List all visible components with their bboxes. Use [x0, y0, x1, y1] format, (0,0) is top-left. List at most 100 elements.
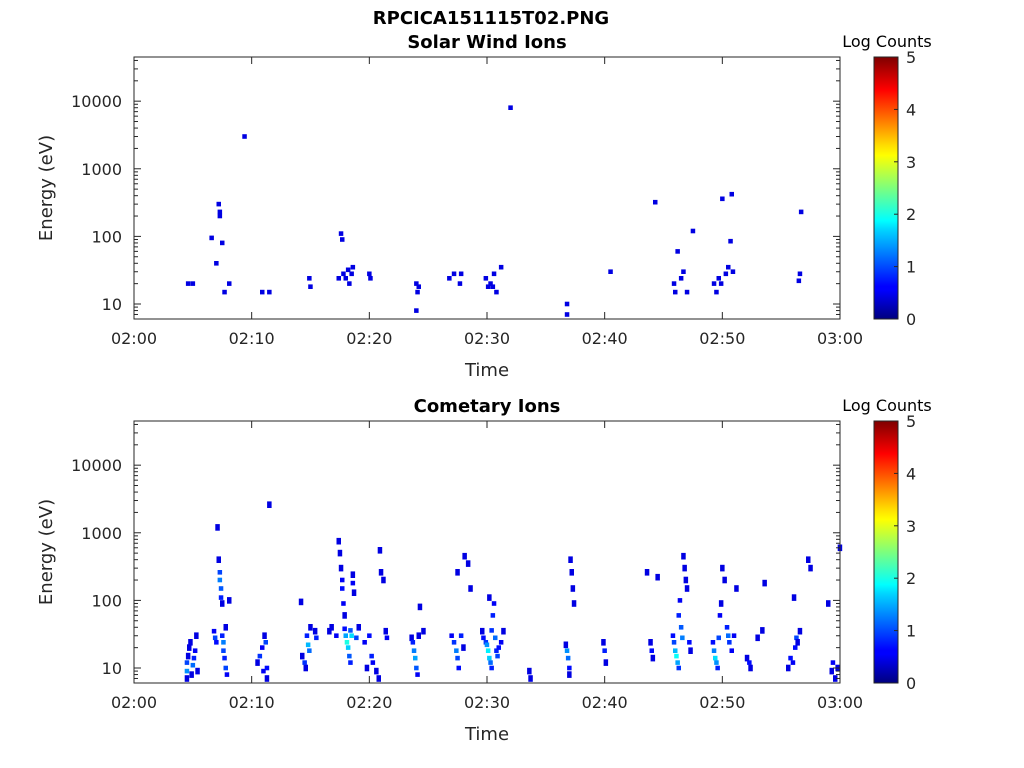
heatmap-cell: [508, 105, 513, 110]
colorbar-tick-label: 1: [906, 258, 916, 277]
heatmap-cell: [414, 665, 419, 671]
heatmap-cell: [348, 660, 353, 665]
heatmap-cell: [480, 627, 485, 635]
heatmap-cell: [826, 600, 831, 607]
x-tick-label: 03:00: [817, 693, 863, 712]
heatmap-cell: [307, 276, 312, 281]
heatmap-cell: [449, 633, 454, 638]
heatmap-cell: [457, 281, 463, 286]
heatmap-cell: [350, 264, 356, 270]
colorbar-tick-label: 1: [906, 622, 916, 641]
colorbar-tick-label: 4: [906, 100, 916, 119]
heatmap-cell: [312, 627, 318, 635]
heatmap-cell: [184, 660, 190, 665]
heatmap-cell: [220, 240, 225, 246]
heatmap-cell: [345, 267, 351, 273]
heatmap-cell: [414, 281, 419, 286]
heatmap-cell: [189, 671, 194, 678]
heatmap-cell: [340, 586, 345, 591]
panel-title: Solar Wind Ions: [407, 32, 566, 53]
y-tick-label: 10000: [71, 456, 122, 475]
heatmap-cell: [795, 639, 800, 646]
heatmap-cell: [722, 576, 727, 584]
heatmap-cell: [458, 633, 464, 638]
solar-wind-panel: Solar Wind Ions 02:00 02:10 02:20 02:30 02:40…: [36, 32, 932, 381]
heatmap-cell: [790, 660, 796, 665]
heatmap-cell: [710, 640, 716, 645]
heatmap-cell: [381, 576, 386, 584]
heatmap-cell: [716, 635, 721, 641]
heatmap-cell: [257, 653, 263, 659]
heatmap-cell: [726, 633, 731, 638]
heatmap-cell: [674, 653, 679, 659]
x-tick-label: 02:20: [346, 693, 392, 712]
heatmap-cell: [653, 199, 658, 205]
heatmap-cell: [568, 556, 573, 563]
heatmap-cell: [185, 281, 191, 286]
heatmap-cell: [458, 271, 464, 277]
heatmap-cell: [192, 648, 198, 653]
heatmap-cell: [461, 644, 466, 651]
heatmap-cell: [414, 308, 419, 313]
heatmap-cell: [688, 647, 693, 654]
heatmap-cell: [304, 633, 310, 638]
heatmap-cell: [261, 668, 266, 674]
heatmap-cell: [487, 594, 492, 601]
heatmap-cell: [350, 571, 356, 578]
heatmap-cell: [833, 675, 838, 682]
x-tick-label: 02:50: [699, 693, 745, 712]
heatmap-cell: [227, 281, 232, 286]
heatmap-cell: [343, 276, 348, 281]
heatmap-cell: [715, 665, 720, 671]
heatmap-cell: [797, 627, 803, 635]
heatmap-cell: [341, 271, 346, 277]
heatmap-cell: [676, 665, 681, 671]
heatmap-cell: [483, 640, 489, 645]
heatmap-cell: [731, 633, 737, 638]
heatmap-cell: [488, 281, 493, 286]
heatmap-cell: [796, 278, 802, 284]
heatmap-cell: [569, 569, 574, 576]
colorbar-gradient: [873, 56, 899, 320]
y-tick-label: 10000: [71, 92, 122, 111]
heatmap-cell: [188, 639, 193, 646]
heatmap-cell: [410, 640, 416, 645]
heatmap-cell: [496, 645, 501, 650]
heatmap-cell: [690, 228, 696, 234]
heatmap-cell: [223, 624, 228, 631]
heatmap-cell: [187, 644, 192, 651]
heatmap-cell: [794, 635, 799, 641]
heatmap-cell: [211, 628, 217, 634]
heatmap-cell: [726, 264, 731, 270]
heatmap-cell: [340, 577, 345, 583]
heatmap-cell: [490, 284, 496, 289]
heatmap-cell: [411, 648, 417, 653]
heatmap-cell: [342, 626, 347, 632]
heatmap-cell: [729, 648, 734, 653]
heatmap-cell: [222, 655, 227, 661]
heatmap-cell: [564, 312, 570, 317]
heatmap-cell: [343, 633, 348, 638]
heatmap-cell: [498, 640, 504, 645]
heatmap-cell: [338, 231, 344, 236]
heatmap-cell: [242, 134, 247, 139]
y-tick-label: 10: [102, 295, 122, 314]
heatmap-cell: [303, 664, 308, 672]
heatmap-cell: [417, 603, 423, 611]
heatmap-cell: [347, 653, 352, 659]
heatmap-cell: [720, 196, 725, 202]
heatmap-cell: [378, 569, 384, 576]
heatmap-cell: [491, 601, 497, 606]
heatmap-cell: [481, 635, 486, 641]
heatmap-cell: [673, 289, 678, 295]
heatmap-cell: [714, 660, 719, 665]
heatmap-cell: [682, 564, 687, 572]
heatmap-cells: [185, 105, 804, 317]
heatmap-cell: [184, 668, 190, 674]
heatmap-cell: [345, 645, 351, 650]
heatmap-cell: [498, 264, 504, 270]
heatmap-cell: [490, 613, 496, 618]
heatmap-cell: [718, 600, 724, 607]
heatmap-cell: [255, 659, 260, 666]
y-axis-label: Energy (eV): [36, 499, 57, 605]
